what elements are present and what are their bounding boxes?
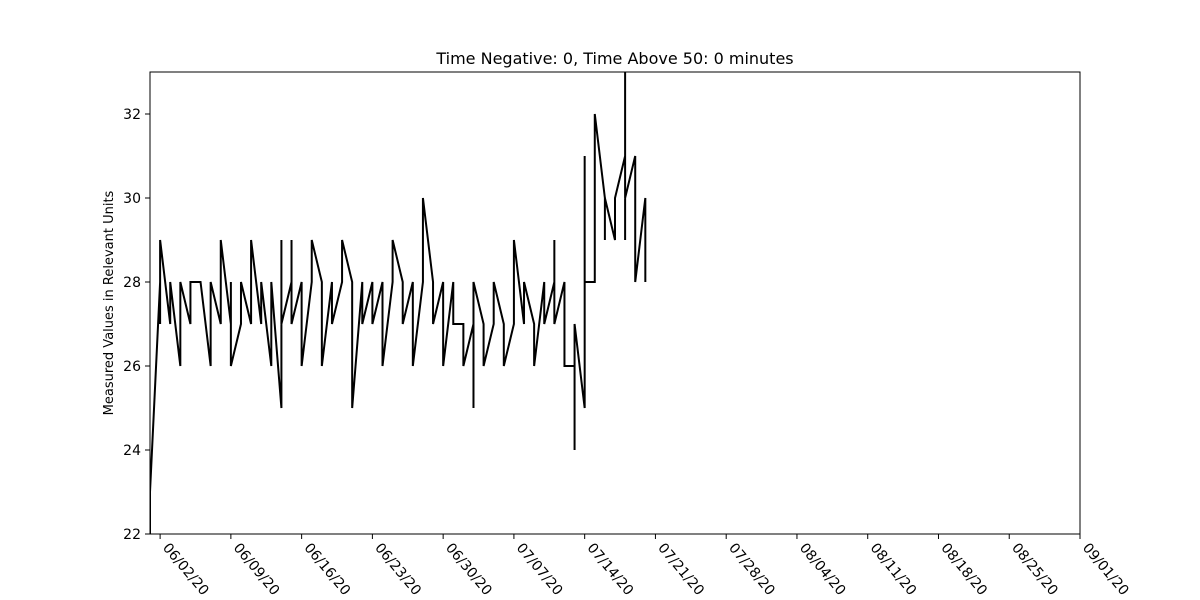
plot-frame	[149, 71, 1081, 535]
x-tick-label: 06/02/20	[159, 540, 212, 598]
x-tick-label: 08/11/20	[867, 540, 920, 598]
x-tick-label: 09/01/20	[1079, 540, 1132, 598]
y-tick-label: 22	[123, 527, 141, 543]
y-tick-label: 28	[123, 275, 141, 291]
data-line	[150, 72, 647, 534]
chart-title: Time Negative: 0, Time Above 50: 0 minut…	[435, 49, 793, 68]
y-tick-label: 32	[123, 107, 141, 123]
x-tick-label: 06/30/20	[442, 540, 495, 598]
x-tick-label: 08/25/20	[1008, 540, 1061, 598]
x-tick-label: 08/18/20	[937, 540, 990, 598]
y-tick-label: 26	[123, 359, 141, 375]
x-tick-label: 06/23/20	[371, 540, 424, 598]
x-tick-label: 06/16/20	[301, 540, 354, 598]
x-tick-label: 06/09/20	[230, 540, 283, 598]
x-tick-label: 08/04/20	[796, 540, 849, 598]
x-tick-label: 07/07/20	[513, 540, 566, 598]
x-tick-label: 07/28/20	[725, 540, 778, 598]
y-tick-label: 30	[123, 191, 141, 207]
x-tick-label: 07/21/20	[654, 540, 707, 598]
y-tick-label: 24	[123, 443, 141, 459]
y-axis-label: Measured Values in Relevant Units	[102, 190, 117, 415]
x-tick-label: 07/14/20	[584, 540, 637, 598]
